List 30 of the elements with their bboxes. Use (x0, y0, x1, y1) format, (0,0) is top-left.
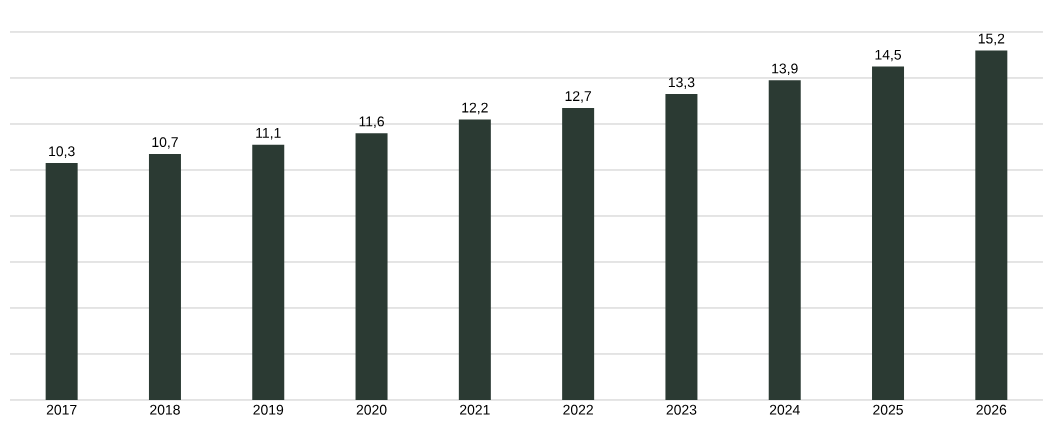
data-label: 10,3 (49, 146, 75, 158)
bar (665, 94, 698, 400)
data-label: 12,2 (462, 102, 488, 115)
x-tick-label: 2020 (356, 404, 387, 415)
data-label: 14,5 (875, 49, 902, 62)
bar (355, 133, 388, 400)
data-label: 13,3 (668, 77, 695, 89)
bar (252, 144, 285, 400)
x-tick-label: 2024 (769, 404, 800, 415)
bar (872, 66, 905, 400)
data-label: 15,2 (978, 33, 1005, 46)
data-label: 12,7 (565, 91, 592, 103)
bar (562, 107, 595, 400)
x-tick-label: 2026 (976, 404, 1007, 415)
x-tick-label: 2017 (46, 404, 77, 415)
data-label: 11,1 (256, 128, 281, 140)
x-tick-label: 2022 (563, 404, 593, 415)
bar (45, 163, 78, 400)
bar (458, 119, 491, 400)
bar (148, 153, 181, 400)
bar (768, 80, 801, 400)
data-label: 10,7 (152, 137, 178, 149)
x-tick-label: 2023 (666, 404, 697, 415)
x-tick-label: 2025 (873, 404, 903, 415)
x-tick-label: 2021 (460, 404, 490, 415)
bar (975, 50, 1008, 400)
data-label: 11,6 (359, 116, 384, 128)
data-label: 13,9 (772, 63, 798, 76)
x-tick-label: 2019 (253, 404, 284, 415)
x-tick-label: 2018 (150, 404, 180, 415)
